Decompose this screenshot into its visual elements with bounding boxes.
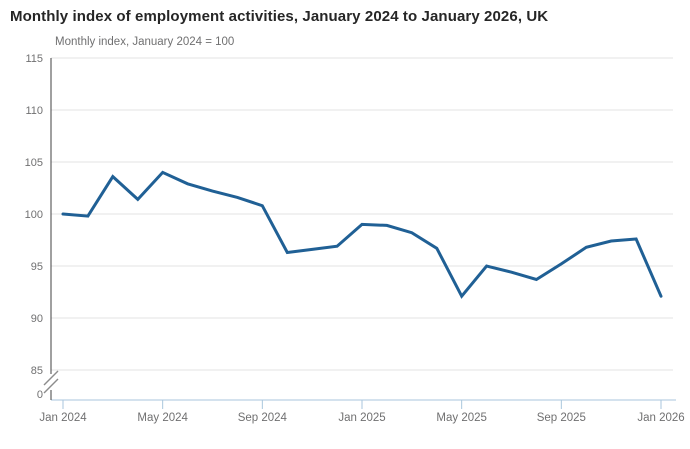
x-tick-label: May 2025 <box>436 412 487 424</box>
axis-break-icon <box>43 378 59 394</box>
y-tick-label: 100 <box>25 209 43 221</box>
data-line <box>61 170 663 299</box>
chart-subtitle: Monthly index, January 2024 = 100 <box>55 36 235 48</box>
x-tick-label: May 2024 <box>137 412 188 424</box>
x-tick-label: Jan 2026 <box>637 412 684 424</box>
x-tick-label: Sep 2025 <box>537 412 586 424</box>
y-tick-label: 85 <box>31 365 43 377</box>
x-tick-label: Jan 2024 <box>39 412 87 424</box>
y-tick-label: 115 <box>25 53 43 65</box>
y-tick-label: 0 <box>37 389 43 401</box>
chart-title: Monthly index of employment activities, … <box>10 8 549 25</box>
y-tick-label: 90 <box>31 313 43 325</box>
x-tick-label: Jan 2025 <box>338 412 385 424</box>
y-tick-label: 110 <box>25 105 43 117</box>
y-tick-label: 95 <box>31 261 43 273</box>
y-tick-label: 105 <box>25 157 43 169</box>
axis-break-icon <box>43 370 59 386</box>
x-tick-label: Sep 2024 <box>238 412 288 424</box>
